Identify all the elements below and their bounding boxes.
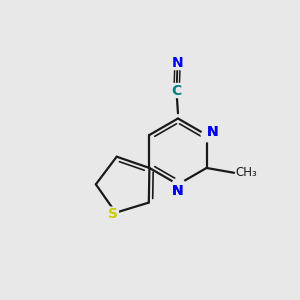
Text: C: C — [172, 83, 182, 98]
Text: N: N — [172, 184, 184, 198]
Text: CH₃: CH₃ — [236, 166, 257, 179]
Text: N: N — [172, 184, 184, 198]
Text: N: N — [206, 125, 218, 139]
Text: S: S — [108, 207, 118, 221]
Text: N: N — [206, 125, 218, 139]
Text: N: N — [172, 56, 183, 70]
